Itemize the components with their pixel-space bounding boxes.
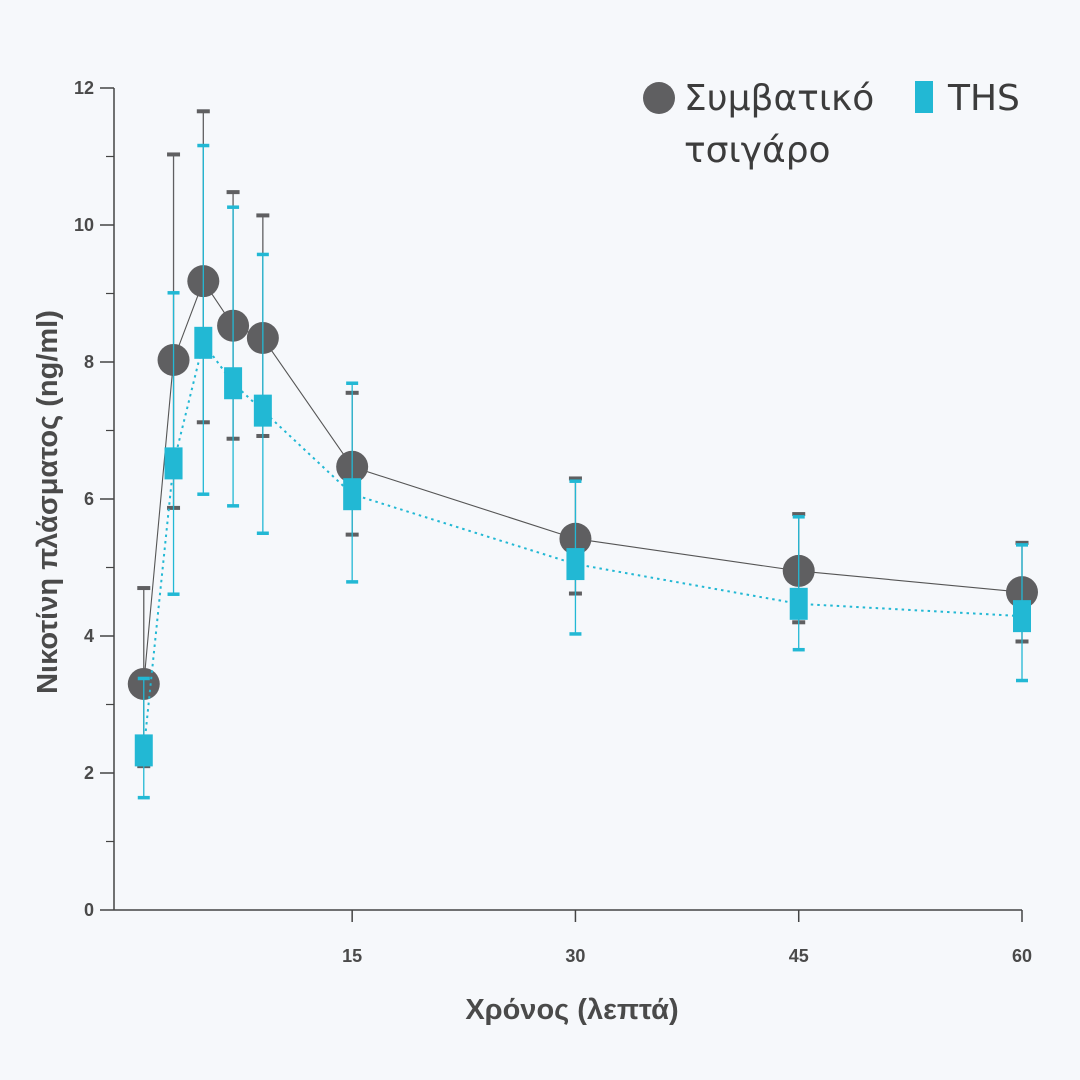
error-cap-low	[792, 647, 805, 652]
y-tick-label: 6	[84, 489, 94, 509]
error-cap-high	[226, 190, 240, 195]
ths-point	[224, 367, 243, 400]
error-cap-low	[346, 580, 359, 584]
error-cap-high	[137, 676, 150, 681]
ths-point	[194, 326, 213, 359]
ths-point	[789, 587, 808, 620]
y-tick-label: 0	[84, 900, 94, 920]
x-tick-label: 60	[1012, 946, 1032, 966]
error-cap-high	[792, 512, 806, 517]
error-cap-low	[137, 795, 150, 800]
error-cap-high	[1015, 540, 1029, 545]
error-cap-high	[167, 291, 180, 295]
x-tick-label: 45	[789, 946, 809, 966]
x-axis-title: Χρόνος (λεπτά)	[465, 994, 678, 1026]
ths-point	[134, 734, 153, 767]
error-cap-high	[346, 381, 359, 385]
x-tick-label: 30	[565, 946, 585, 966]
error-cap-high	[137, 586, 151, 591]
x-tick-label: 15	[342, 946, 362, 966]
ths-point	[343, 478, 362, 511]
error-cap-high	[227, 205, 240, 209]
axes: 0 2 4 6 8 10 12 15 30 45 60	[74, 78, 1032, 966]
error-cap-high	[196, 109, 210, 114]
y-tick-label: 2	[84, 763, 94, 783]
legend-label-cigarette-line2: τσιγάρο	[684, 130, 831, 171]
ths-point	[566, 548, 585, 581]
error-cap-high	[1016, 543, 1028, 547]
ths-point	[1013, 600, 1031, 633]
ths-point	[253, 394, 272, 427]
y-tick-label: 8	[84, 352, 94, 372]
error-cap-high	[792, 515, 805, 519]
error-cap-low	[1016, 678, 1028, 683]
y-tick-label: 4	[84, 626, 94, 646]
error-cap-high	[568, 476, 582, 481]
error-cap-low	[167, 592, 180, 596]
ths-point	[164, 447, 183, 480]
error-cap-high	[167, 152, 181, 157]
y-tick-label: 12	[74, 78, 94, 98]
legend-label-ths: THS	[947, 78, 1020, 119]
legend-label-cigarette-line1: Συμβατικό	[684, 78, 874, 119]
error-cap-low	[569, 632, 582, 636]
legend: Συμβατικό τσιγάρο THS	[643, 78, 1020, 171]
legend-circle-marker	[643, 82, 675, 114]
error-cap-high	[256, 252, 269, 257]
error-cap-high	[256, 213, 270, 218]
error-cap-low	[227, 504, 240, 508]
error-cap-low	[197, 492, 210, 496]
series-layer	[127, 109, 1038, 800]
error-cap-high	[197, 143, 210, 148]
y-axis-title: Νικοτίνη πλάσματος (ng/ml)	[32, 310, 64, 694]
legend-square-marker	[915, 81, 933, 113]
error-cap-low	[256, 531, 269, 535]
y-tick-label: 10	[74, 215, 94, 235]
error-cap-high	[569, 479, 582, 483]
